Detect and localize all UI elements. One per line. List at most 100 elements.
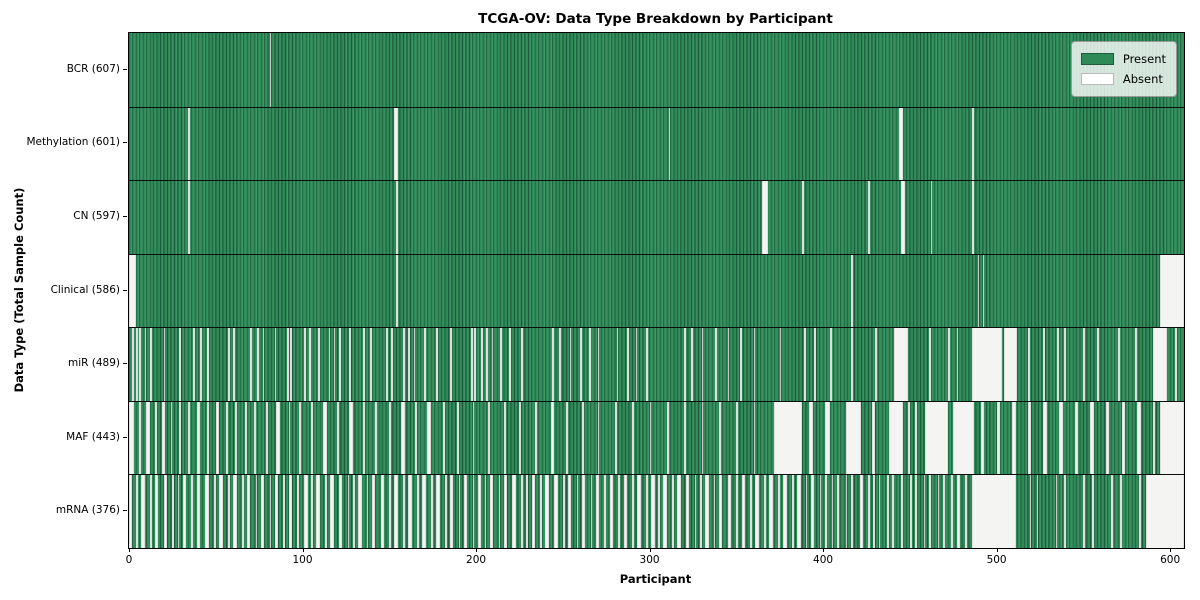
absent-stripe bbox=[581, 475, 586, 548]
absent-stripe bbox=[274, 328, 277, 401]
absent-stripe bbox=[458, 475, 461, 548]
y-tick-label-miR: miR (489) bbox=[67, 357, 120, 370]
absent-stripe bbox=[309, 328, 312, 401]
row-band-CN bbox=[129, 180, 1184, 254]
absent-stripe bbox=[892, 475, 895, 548]
absent-stripe bbox=[928, 475, 931, 548]
absent-stripe bbox=[187, 181, 190, 254]
absent-stripe bbox=[470, 328, 473, 401]
absent-stripe bbox=[304, 328, 306, 401]
absent-stripe bbox=[802, 181, 804, 254]
absent-stripe bbox=[980, 401, 985, 475]
absent-stripe bbox=[311, 401, 313, 475]
absent-stripe bbox=[889, 401, 903, 475]
absent-stripe bbox=[685, 475, 690, 548]
absent-stripe bbox=[930, 181, 933, 254]
absent-stripe bbox=[597, 328, 600, 401]
absent-stripe bbox=[521, 475, 523, 548]
chart-title: TCGA-OV: Data Type Breakdown by Particip… bbox=[478, 11, 833, 27]
absent-stripe bbox=[276, 401, 280, 475]
row-band-BCR bbox=[129, 33, 1184, 107]
absent-stripe bbox=[677, 475, 681, 548]
absent-stripe bbox=[741, 475, 745, 548]
absent-stripe bbox=[646, 475, 648, 548]
legend-entry-present: Present bbox=[1080, 49, 1166, 69]
absent-stripe bbox=[627, 328, 629, 401]
absent-stripe bbox=[488, 401, 490, 475]
absent-stripe bbox=[363, 328, 365, 401]
absent-stripe bbox=[937, 475, 940, 548]
absent-stripe bbox=[1064, 475, 1066, 548]
absent-stripe bbox=[875, 328, 877, 401]
absent-stripe bbox=[894, 328, 909, 401]
absent-stripe bbox=[146, 401, 150, 475]
absent-stripe bbox=[668, 107, 671, 181]
absent-stripe bbox=[472, 401, 475, 475]
absent-stripe bbox=[568, 475, 572, 548]
absent-stripe bbox=[196, 401, 201, 475]
absent-stripe bbox=[299, 401, 301, 475]
absent-stripe bbox=[769, 475, 773, 548]
absent-stripe bbox=[868, 181, 870, 254]
absent-stripe bbox=[899, 107, 903, 181]
absent-stripe bbox=[805, 475, 808, 548]
absent-stripe bbox=[366, 475, 369, 548]
x-tick-label-300: 300 bbox=[639, 554, 660, 566]
y-tick-mark bbox=[123, 510, 127, 512]
absent-stripe bbox=[632, 401, 634, 475]
absent-stripe bbox=[736, 475, 739, 548]
absent-stripe bbox=[1121, 401, 1125, 475]
absent-stripe bbox=[337, 401, 339, 475]
absent-stripe bbox=[831, 475, 834, 548]
absent-stripe bbox=[901, 181, 905, 254]
x-axis-label: Participant bbox=[619, 572, 692, 586]
absent-stripe bbox=[172, 475, 175, 548]
legend-swatch-absent bbox=[1080, 73, 1114, 85]
absent-stripe bbox=[512, 475, 516, 548]
y-tick-mark bbox=[123, 215, 127, 217]
absent-stripe bbox=[972, 107, 975, 181]
absent-stripe bbox=[417, 475, 419, 548]
absent-stripe bbox=[328, 328, 331, 401]
absent-stripe bbox=[519, 401, 522, 475]
y-tick-label-mRNA: mRNA (376) bbox=[55, 504, 120, 517]
absent-stripe bbox=[246, 475, 251, 548]
absent-stripe bbox=[713, 475, 716, 548]
absent-stripe bbox=[1090, 401, 1094, 475]
absent-stripe bbox=[226, 401, 228, 475]
absent-stripe bbox=[614, 401, 617, 475]
absent-stripe bbox=[155, 475, 159, 548]
absent-stripe bbox=[845, 475, 848, 548]
absent-stripe bbox=[562, 475, 565, 548]
absent-stripe bbox=[474, 328, 477, 401]
absent-stripe bbox=[658, 475, 660, 548]
absent-stripe bbox=[182, 475, 187, 548]
absent-stripe bbox=[545, 475, 549, 548]
absent-stripe bbox=[901, 475, 903, 548]
absent-stripe bbox=[604, 475, 607, 548]
absent-stripe bbox=[540, 475, 542, 548]
legend-label-absent: Absent bbox=[1122, 72, 1163, 86]
absent-stripe bbox=[684, 401, 686, 475]
absent-stripe bbox=[996, 401, 1001, 475]
absent-stripe bbox=[618, 475, 621, 548]
absent-stripe bbox=[375, 401, 378, 475]
y-tick-mark bbox=[123, 436, 127, 438]
absent-stripe bbox=[779, 328, 782, 401]
absent-stripe bbox=[325, 475, 327, 548]
absent-stripe bbox=[1145, 475, 1184, 548]
absent-stripe bbox=[205, 475, 209, 548]
x-tick-label-500: 500 bbox=[986, 554, 1007, 566]
absent-stripe bbox=[1135, 328, 1138, 401]
y-tick-label-BCR: BCR (607) bbox=[66, 62, 120, 75]
absent-stripe bbox=[396, 181, 398, 254]
x-tick-label-200: 200 bbox=[466, 554, 487, 566]
absent-stripe bbox=[580, 328, 582, 401]
absent-stripe bbox=[163, 328, 166, 401]
absent-stripe bbox=[672, 475, 674, 548]
absent-stripe bbox=[1027, 328, 1030, 401]
absent-stripe bbox=[389, 401, 391, 475]
legend: Present Absent bbox=[1070, 41, 1177, 97]
absent-stripe bbox=[333, 328, 336, 401]
absent-stripe bbox=[1057, 328, 1060, 401]
